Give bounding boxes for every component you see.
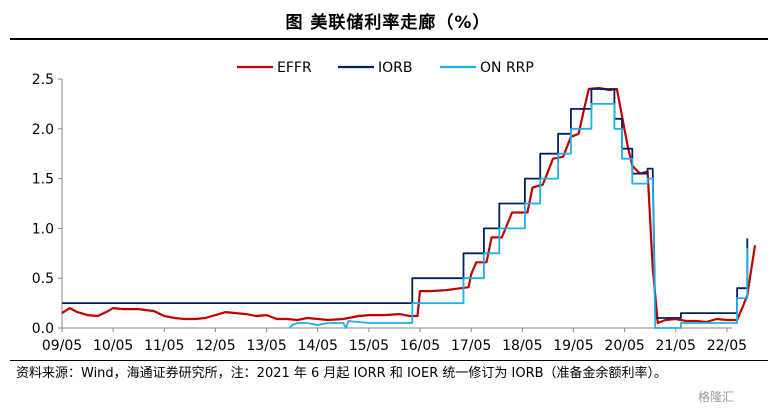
- x-tick-label: 20/05: [604, 338, 644, 354]
- legend: EFFR IORB ON RRP: [237, 60, 534, 76]
- x-tick-label: 15/05: [349, 338, 389, 354]
- y-tick-label: 1.0: [32, 221, 54, 237]
- figure-title: 图 美联储利率走廊（%）: [285, 13, 491, 33]
- x-tick-label: 22/05: [707, 338, 747, 354]
- y-tick-label: 0.0: [32, 321, 54, 337]
- legend-label: EFFR: [277, 60, 312, 76]
- source-note: 资料来源：Wind，海通证券研究所，注：2021 年 6 月起 IORR 和 I…: [16, 366, 668, 381]
- x-tick-label: 14/05: [298, 338, 338, 354]
- y-axis: 0.0 0.5 1.0 1.5 2.0 2.5: [32, 72, 63, 337]
- title-rule: [10, 38, 768, 40]
- x-tick-label: 11/05: [144, 338, 184, 354]
- x-tick-label: 21/05: [656, 338, 696, 354]
- series-group: [61, 86, 757, 329]
- x-tick-label: 17/05: [451, 338, 491, 354]
- x-tick-label: 19/05: [553, 338, 593, 354]
- source-rule: [10, 360, 768, 361]
- series-line-iorb: [62, 88, 749, 319]
- legend-label: ON RRP: [480, 60, 534, 76]
- series-line-effr: [61, 86, 757, 325]
- y-tick-label: 2.5: [32, 72, 54, 88]
- x-tick-label: 16/05: [400, 338, 440, 354]
- x-tick-label: 09/05: [42, 338, 82, 354]
- x-tick-label: 10/05: [93, 338, 133, 354]
- x-axis: 09/05 10/05 11/05 12/05 13/05 14/05 15/05 16/05…: [42, 327, 747, 354]
- rate-corridor-chart: 0.0 0.5 1.0 1.5 2.0 2.5 09/05 10/05 11/05 12/05 1…: [32, 60, 757, 354]
- y-tick-label: 2.0: [32, 122, 54, 138]
- x-tick-label: 12/05: [195, 338, 235, 354]
- x-tick-label: 13/05: [246, 338, 286, 354]
- y-tick-label: 1.5: [32, 172, 54, 188]
- x-tick-label: 18/05: [502, 338, 542, 354]
- y-tick-label: 0.5: [32, 271, 54, 287]
- watermark-text: 格隆汇: [698, 390, 735, 404]
- legend-label: IORB: [378, 60, 412, 76]
- series-line-on-rrp: [288, 103, 749, 329]
